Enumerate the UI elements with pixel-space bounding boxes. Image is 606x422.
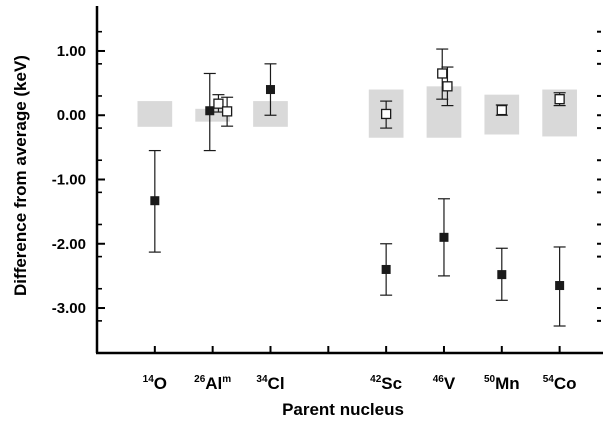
y-tick-label: -1.00 <box>52 172 86 189</box>
y-tick-label: 0.00 <box>57 107 86 124</box>
x-tick-label-Cl34: 34Cl <box>256 374 284 393</box>
x-tick-label-O14: 14O <box>143 374 167 393</box>
open-square-marker <box>213 98 224 109</box>
data-markers <box>150 68 565 291</box>
x-tick-label-Mn50: 50Mn <box>484 374 520 393</box>
x-tick-label-Sc42: 42Sc <box>370 374 402 393</box>
filled-square-marker <box>205 106 215 116</box>
x-axis-title: Parent nucleus <box>282 400 404 419</box>
band-V46 <box>426 86 462 138</box>
filled-square-marker <box>555 281 565 291</box>
open-square-marker <box>380 108 392 120</box>
axes <box>95 6 603 355</box>
x-tick-label-Co54: 54Co <box>543 374 577 393</box>
band-O14 <box>137 101 173 127</box>
open-square-marker <box>554 94 565 105</box>
filled-square-marker <box>150 196 160 206</box>
x-tick-label-V46: 46V <box>433 374 456 393</box>
open-square-marker <box>221 106 233 117</box>
filled-square-marker <box>381 264 391 274</box>
open-square-marker <box>442 81 453 92</box>
x-tick-label-Al26m: 26Alm <box>194 374 231 393</box>
error-bars <box>148 48 566 327</box>
filled-square-marker <box>439 232 449 242</box>
open-square-marker <box>496 104 507 116</box>
y-tick-label: -2.00 <box>52 236 86 253</box>
uncertainty-bands <box>137 86 577 138</box>
filled-square-marker <box>497 270 507 280</box>
y-axis-title: Difference from average (keV) <box>11 55 30 296</box>
filled-square-marker <box>265 85 275 95</box>
open-square-marker <box>437 68 448 79</box>
y-tick-label: -3.00 <box>52 300 86 317</box>
axis-labels: 1.00 0.00 -1.00 -2.00 -3.00 14O 26Alm 34Cl 42Sc 4… <box>11 43 577 419</box>
y-tick-label: 1.00 <box>57 43 86 60</box>
